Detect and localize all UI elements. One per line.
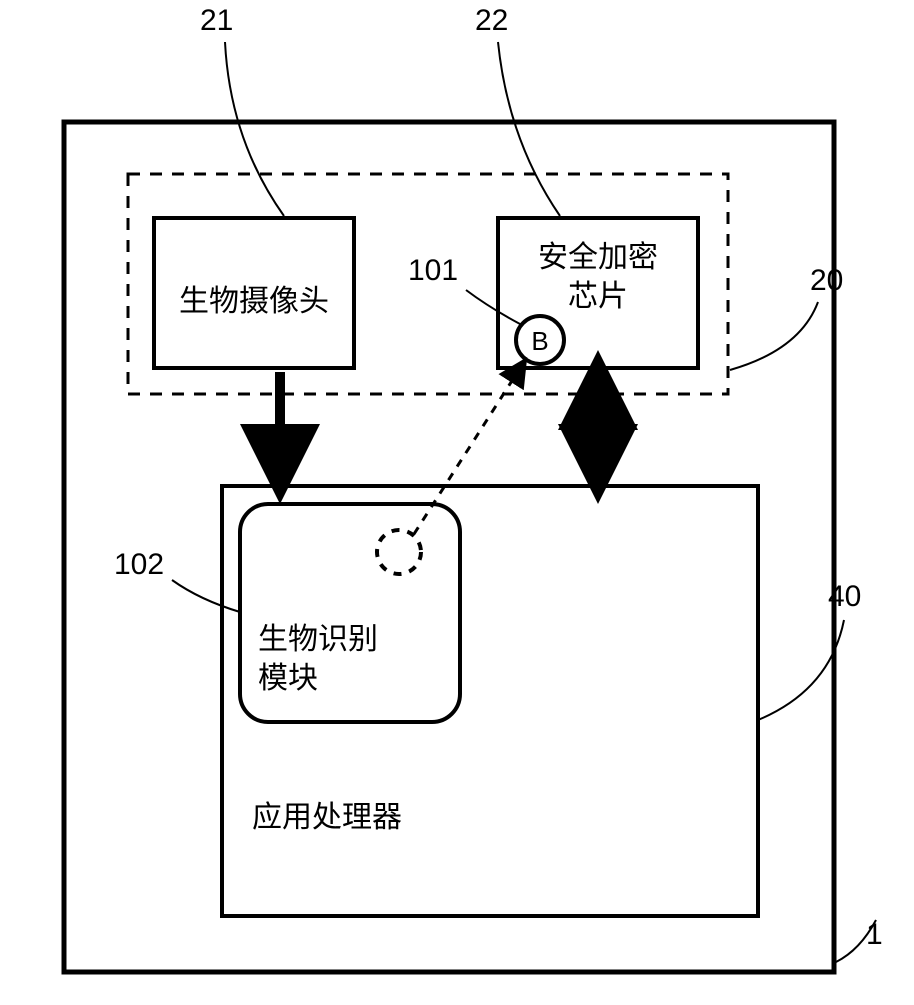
circle-b-label: B [531,326,548,356]
leader-22 [498,42,560,216]
bio-module-label-line2: 模块 [258,662,318,695]
diagram-root: B 21 22 20 40 1 101 102 生物摄像头 安全加密 芯片 生物… [0,0,914,1000]
leader-40 [758,620,844,720]
ref-label-20: 20 [810,264,843,298]
ref-label-101: 101 [408,254,458,288]
bio-module-label-line1: 生物识别 [258,623,378,656]
ref-label-1: 1 [866,918,883,952]
ref-label-40: 40 [828,580,861,614]
chip-box-label: 安全加密 芯片 [498,238,698,316]
processor-box-label: 应用处理器 [252,792,402,836]
ref-label-21: 21 [200,4,233,38]
bio-module-label: 生物识别 模块 [258,620,378,698]
chip-box-label-line1: 安全加密 [538,241,658,274]
ref-label-102: 102 [114,548,164,582]
leader-21 [225,42,284,216]
diagram-svg: B [0,0,914,1000]
chip-box-label-line2: 芯片 [568,280,628,313]
leader-20 [730,302,818,370]
ref-label-22: 22 [475,4,508,38]
camera-box-label: 生物摄像头 [154,276,354,320]
